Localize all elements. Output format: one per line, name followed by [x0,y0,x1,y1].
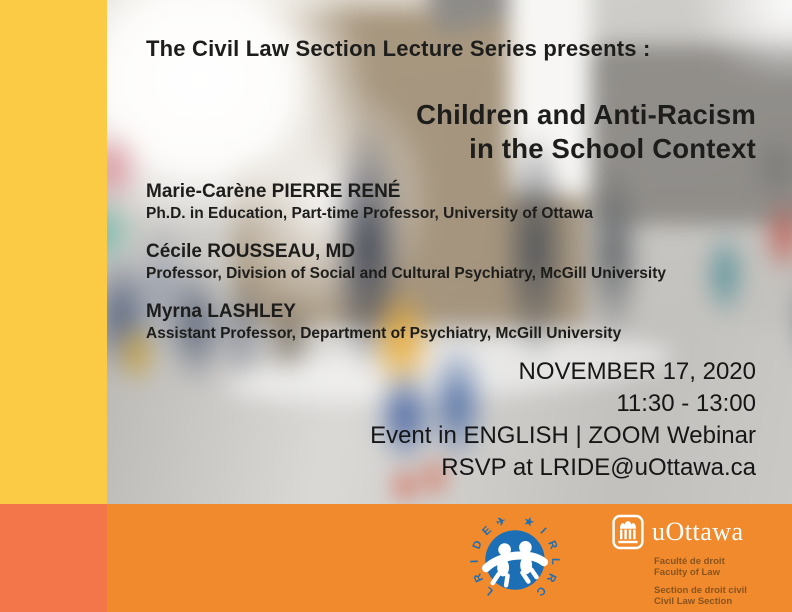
uottawa-wordmark: uOttawa [652,517,744,546]
page-title: Children and Anti-Racism in the School C… [416,98,756,166]
background-photo [107,0,792,504]
title-line-2: in the School Context [469,133,756,164]
svg-text:★: ★ [522,515,536,530]
speaker-item: Myrna LASHLEY Assistant Professor, Depar… [146,300,666,344]
svg-text:L: L [483,584,496,598]
faculty-line-en: Faculty of Law [654,567,720,578]
speaker-name: Cécile ROUSSEAU, MD [146,241,356,262]
event-date: NOVEMBER 17, 2020 [518,358,756,385]
svg-text:✈: ✈ [495,515,508,529]
svg-text:R: R [544,571,558,583]
svg-text:D: D [471,539,485,551]
title-line-1: Children and Anti-Racism [416,99,756,130]
event-rsvp: RSVP at LRIDE@uOttawa.ca [441,454,756,481]
svg-text:I: I [538,526,549,537]
svg-text:I: I [469,560,481,564]
kicker-text: The Civil Law Section Lecture Series pre… [146,36,651,61]
section-line-en: Civil Law Section [654,596,733,607]
left-stripe-coral [0,504,107,612]
svg-text:E: E [480,524,494,538]
svg-text:R: R [545,539,559,551]
event-format: Event in ENGLISH | ZOOM Webinar [370,422,756,449]
svg-text:R: R [472,571,486,583]
speaker-item: Cécile ROUSSEAU, MD Professor, Division … [146,240,666,284]
speaker-affiliation: Assistant Professor, Department of Psych… [146,325,622,342]
background-photo-blur-layers [107,0,792,504]
footer-band: L R I D E ✈ ★ I R L R C uOttawa Faculté de droit [107,504,792,612]
svg-text:L: L [549,558,561,565]
faculty-line-fr: Faculté de droit [654,556,725,567]
speaker-name: Myrna LASHLEY [146,301,296,322]
speaker-name: Marie-Carène PIERRE RENÉ [146,181,401,202]
speaker-affiliation: Ph.D. in Education, Part-time Professor,… [146,205,594,222]
speaker-list: Marie-Carène PIERRE RENÉ Ph.D. in Educat… [146,180,666,360]
left-stripe-yellow [0,0,107,504]
svg-text:C: C [534,584,548,598]
uottawa-faculty-lines: Faculté de droit Faculty of Law Section … [654,556,747,607]
section-line-fr: Section de droit civil [654,585,747,596]
speaker-item: Marie-Carène PIERRE RENÉ Ph.D. in Educat… [146,180,666,224]
uottawa-tabernacle-icon [612,514,644,550]
speaker-affiliation: Professor, Division of Social and Cultur… [146,265,666,282]
event-time: 11:30 - 13:00 [616,390,756,417]
uottawa-logo-block: uOttawa Faculté de droit Faculty of Law … [612,514,747,612]
event-details: NOVEMBER 17, 2020 11:30 - 13:00 Event in… [370,356,756,484]
